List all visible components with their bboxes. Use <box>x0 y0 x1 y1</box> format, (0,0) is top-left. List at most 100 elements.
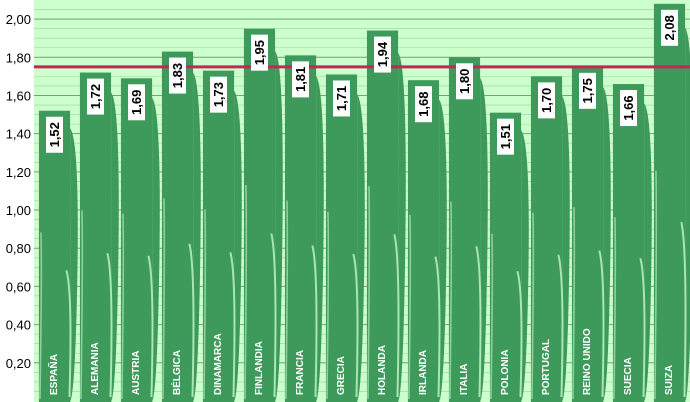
data-label-box <box>620 90 637 127</box>
bar-highlight <box>311 245 318 398</box>
y-tick-label: 1,20 <box>6 165 31 180</box>
bar-tail <box>480 77 488 402</box>
data-label-box <box>46 116 63 153</box>
category-label: GRECIA <box>336 356 347 395</box>
bar-highlight <box>203 209 207 400</box>
bar-tail <box>439 99 447 402</box>
bar <box>202 70 242 402</box>
data-label-box <box>210 76 227 113</box>
data-label: 1,70 <box>538 82 555 119</box>
data-label-text: 1,94 <box>375 41 390 67</box>
bar <box>243 28 283 402</box>
bar <box>79 72 119 402</box>
data-label: 1,71 <box>333 80 350 117</box>
data-label-text: 1,66 <box>621 95 636 120</box>
bar-highlight <box>613 217 617 400</box>
y-tick-label: 1,40 <box>6 127 31 142</box>
bar-highlight <box>367 186 371 400</box>
data-label: 1,75 <box>579 72 596 109</box>
y-tick-label: 0,40 <box>6 318 31 333</box>
data-label-box <box>538 82 555 119</box>
bar <box>448 57 488 402</box>
bar-highlight <box>490 233 494 400</box>
category-label: FINLANDIA <box>254 341 265 395</box>
data-label: 1,73 <box>210 76 227 113</box>
data-label-text: 2,08 <box>662 15 677 40</box>
y-tick-label: 1,60 <box>6 88 31 103</box>
y-tick-label: 2,00 <box>6 12 31 27</box>
data-label-box <box>497 118 514 155</box>
data-label: 1,72 <box>87 78 104 115</box>
bar-highlight <box>639 258 646 398</box>
bar-highlight <box>557 254 564 398</box>
category-label: SUIZA <box>664 365 675 395</box>
category-label: REINO UNIDO <box>582 328 593 395</box>
data-label-box <box>87 78 104 115</box>
bar-tail <box>562 95 570 402</box>
bar-tail <box>111 92 119 402</box>
y-tick-label: 1,00 <box>6 203 31 218</box>
data-label: 1,83 <box>169 57 186 94</box>
bar-body <box>79 72 112 402</box>
data-label-box <box>579 72 596 109</box>
data-label-text: 1,52 <box>47 122 62 147</box>
bar-highlight <box>106 252 113 398</box>
bar-body <box>571 66 604 402</box>
data-label-box <box>128 84 145 121</box>
bar-highlight <box>147 255 154 398</box>
bar-highlight <box>121 213 125 400</box>
data-label: 1,69 <box>128 84 145 121</box>
category-labels: ESPAÑA ALEMANIA AUSTRIA BÉLGICA DINAMARCA FIN… <box>47 328 675 395</box>
bar-highlight <box>80 210 84 400</box>
bar-body <box>653 3 686 402</box>
bar-tail <box>234 90 242 402</box>
y-tick-label: 0,80 <box>6 241 31 256</box>
bar-body <box>284 55 317 402</box>
data-label: 1,80 <box>456 63 473 100</box>
category-label: BÉLGICA <box>170 350 183 395</box>
data-label-text: 1,83 <box>170 63 185 88</box>
bar-highlight <box>680 222 687 398</box>
data-label: 1,51 <box>497 118 514 155</box>
data-label: 1,52 <box>46 116 63 153</box>
category-label: FRANCIA <box>295 350 306 395</box>
category-label: HOLANDA <box>377 345 388 395</box>
data-label-box <box>333 80 350 117</box>
data-label-box <box>169 57 186 94</box>
bar <box>571 66 611 402</box>
data-label-box <box>661 9 678 46</box>
category-label: IRLANDA <box>418 350 429 395</box>
data-label-text: 1,72 <box>88 84 103 109</box>
data-label-box <box>251 34 268 71</box>
category-label: ITALIA <box>459 364 470 395</box>
data-label-text: 1,69 <box>129 90 144 115</box>
y-tick-label: 0,60 <box>6 279 31 294</box>
bar-highlight <box>434 256 441 398</box>
bar-highlight <box>162 198 166 400</box>
data-label-box <box>292 61 309 98</box>
bar-tail <box>193 72 201 402</box>
data-label: 1,68 <box>415 86 432 123</box>
category-label: ESPAÑA <box>47 354 60 395</box>
bar-tail <box>275 50 283 402</box>
bar <box>653 3 690 402</box>
data-label-text: 1,75 <box>580 78 595 103</box>
bar-tail <box>398 52 406 402</box>
bar-highlight <box>393 234 400 398</box>
bar-highlight <box>229 252 236 398</box>
bar-tail <box>316 76 324 402</box>
bar-highlight <box>654 170 658 400</box>
data-label-text: 1,80 <box>457 69 472 94</box>
bar-tail <box>152 97 160 402</box>
bar-tail <box>70 128 78 402</box>
bar-highlight <box>65 270 72 398</box>
bar-body <box>202 70 235 402</box>
category-label: ALEMANIA <box>90 342 101 395</box>
bar-highlight <box>188 243 195 398</box>
bar-highlight <box>285 200 289 400</box>
bar-highlight <box>516 270 523 398</box>
bar-highlight <box>531 212 535 400</box>
category-label: AUSTRIA <box>131 351 142 395</box>
bar-highlight <box>352 253 359 398</box>
